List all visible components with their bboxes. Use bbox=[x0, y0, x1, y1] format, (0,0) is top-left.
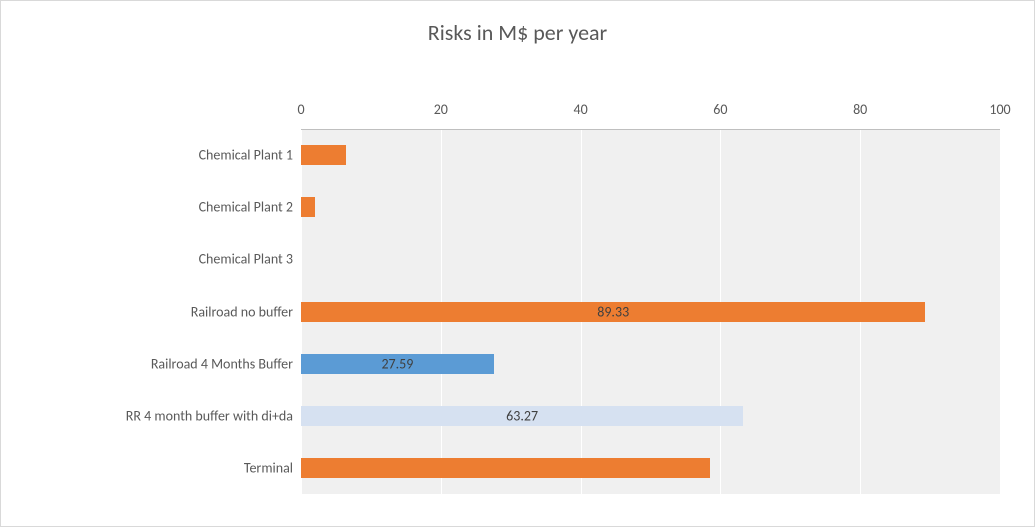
bar bbox=[301, 197, 315, 217]
bar bbox=[301, 458, 710, 478]
bar-value-label: 63.27 bbox=[506, 407, 538, 424]
x-tick-label: 80 bbox=[853, 101, 867, 118]
y-category-label: Chemical Plant 1 bbox=[199, 147, 293, 164]
bar bbox=[301, 145, 346, 165]
plot-area: 89.33 27.59 63.27 bbox=[301, 129, 1000, 494]
chart-frame: Risks in M$ per year 0 20 40 60 80 100 Chemic… bbox=[0, 0, 1035, 527]
x-tick-label: 0 bbox=[297, 101, 304, 118]
y-axis-labels: Chemical Plant 1 Chemical Plant 2 Chemical… bbox=[1, 129, 293, 494]
x-tick-label: 40 bbox=[573, 101, 587, 118]
y-category-label: Chemical Plant 2 bbox=[199, 199, 293, 216]
y-category-label: RR 4 month buffer with di+da bbox=[126, 407, 293, 424]
x-tick-label: 100 bbox=[989, 101, 1010, 118]
x-tick-label: 20 bbox=[434, 101, 448, 118]
chart-title: Risks in M$ per year bbox=[1, 19, 1034, 46]
x-axis-labels: 020406080100 bbox=[301, 101, 1000, 123]
x-tick-label: 60 bbox=[713, 101, 727, 118]
bar-value-label: 89.33 bbox=[597, 303, 629, 320]
bar-value-label: 27.59 bbox=[381, 355, 413, 372]
y-category-label: Railroad 4 Months Buffer bbox=[151, 355, 293, 372]
y-category-label: Railroad no buffer bbox=[191, 303, 293, 320]
y-category-label: Chemical Plant 3 bbox=[199, 251, 293, 268]
gridline bbox=[1000, 129, 1001, 494]
bars-layer: 89.33 27.59 63.27 bbox=[301, 129, 1000, 494]
y-category-label: Terminal bbox=[244, 459, 293, 476]
